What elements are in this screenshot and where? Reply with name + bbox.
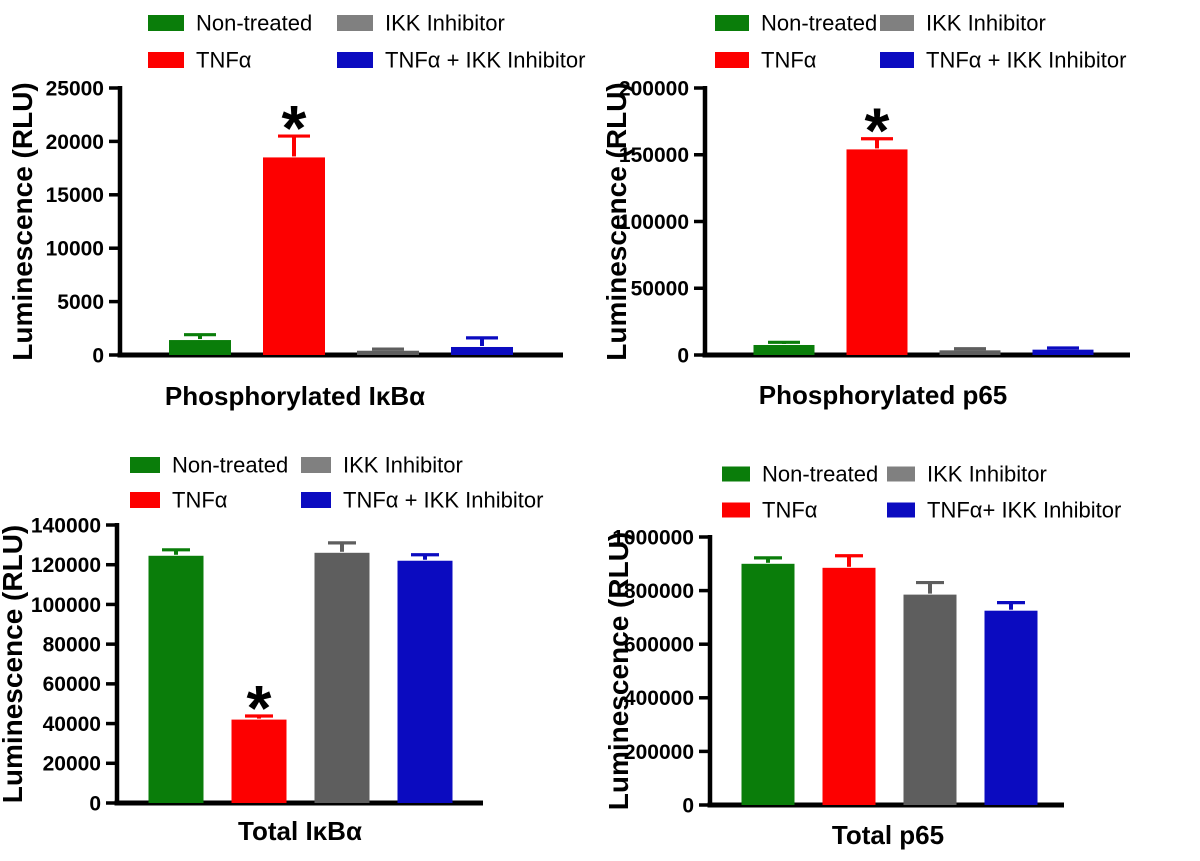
- chart-svg-phosphorylated-ikba: Non-treated TNFα IKK Inhibitor TNFα + IKK I…: [7, 11, 585, 412]
- legend-label-tnfa-ikk-inhibitor: TNFα + IKK Inhibitor: [343, 488, 543, 513]
- legend-swatch-ikk-inhibitor: [887, 466, 915, 482]
- y-axis-label: Luminescence (RLU): [603, 532, 634, 811]
- legend-label-ikk-inhibitor: IKK Inhibitor: [385, 11, 505, 36]
- legend-swatch-tnfa-ikk-inhibitor: [880, 52, 914, 68]
- legend-swatch-non-treated: [722, 466, 750, 482]
- y-tick-label: 20000: [43, 753, 101, 776]
- legend-label-ikk-inhibitor: IKK Inhibitor: [927, 462, 1047, 487]
- y-tick-label: 0: [92, 344, 104, 367]
- legend-label-tnfa: TNFα: [196, 48, 252, 73]
- y-tick-label: 150000: [619, 144, 689, 167]
- legend-label-tnfa-ikk-inhibitor: TNFα+ IKK Inhibitor: [927, 498, 1121, 523]
- bar-tnfa: [822, 567, 876, 805]
- y-axis-label: Luminescence (RLU): [601, 82, 632, 361]
- bar-non-treated: [753, 344, 815, 355]
- legend-label-non-treated: Non-treated: [761, 11, 877, 36]
- chart-total-p65: Non-treated TNFα IKK Inhibitor TNFα+ IKK In…: [600, 430, 1200, 861]
- chart-phosphorylated-ikba: Non-treated TNFα IKK Inhibitor TNFα + IKK I…: [0, 0, 600, 430]
- bar-tnfa-ikk-inhibitor: [451, 346, 513, 355]
- bar-non-treated: [741, 563, 795, 805]
- legend-label-non-treated: Non-treated: [196, 11, 312, 36]
- y-tick-label: 0: [682, 794, 694, 817]
- y-tick-label: 600000: [624, 634, 694, 657]
- y-tick-label: 140000: [31, 514, 101, 537]
- y-tick-label: 20000: [46, 131, 104, 154]
- y-tick-label: 40000: [43, 713, 101, 736]
- legend-swatch-ikk-inhibitor: [337, 15, 373, 31]
- x-axis-title: Total p65: [832, 820, 944, 850]
- y-tick-label: 10000: [46, 238, 104, 261]
- y-tick-label: 5000: [57, 291, 104, 314]
- legend-swatch-non-treated: [130, 457, 160, 473]
- bar-tnfa-ikk-inhibitor: [1032, 349, 1094, 355]
- significance-asterisk-tnfa: *: [865, 95, 890, 167]
- bar-tnfa-ikk-inhibitor: [984, 610, 1038, 805]
- y-tick-label: 400000: [624, 687, 694, 710]
- bar-tnfa: [231, 719, 287, 803]
- significance-asterisk-tnfa: *: [247, 672, 272, 744]
- legend-label-ikk-inhibitor: IKK Inhibitor: [343, 453, 463, 478]
- x-axis-title: Phosphorylated IκBα: [165, 381, 425, 411]
- chart-svg-total-p65: Non-treated TNFα IKK Inhibitor TNFα+ IKK In…: [603, 462, 1121, 851]
- legend-label-tnfa: TNFα: [762, 498, 818, 523]
- y-tick-label: 0: [89, 792, 101, 815]
- legend-swatch-ikk-inhibitor: [301, 457, 331, 473]
- y-axis-label: Luminescence (RLU): [0, 525, 28, 804]
- chart-total-ikba: Non-treated TNFα IKK Inhibitor TNFα + IKK I…: [0, 430, 600, 861]
- bar-ikk-inhibitor: [939, 350, 1001, 355]
- x-axis-title: Total IκBα: [238, 816, 362, 846]
- legend-label-ikk-inhibitor: IKK Inhibitor: [926, 11, 1046, 36]
- bar-non-treated: [169, 340, 231, 355]
- y-tick-label: 0: [677, 344, 689, 367]
- legend-label-tnfa: TNFα: [761, 48, 817, 73]
- legend-label-tnfa-ikk-inhibitor: TNFα + IKK Inhibitor: [385, 48, 585, 73]
- bar-tnfa: [263, 157, 325, 355]
- legend-label-non-treated: Non-treated: [762, 462, 878, 487]
- y-tick-label: 120000: [31, 554, 101, 577]
- x-axis-title: Phosphorylated p65: [759, 380, 1008, 410]
- legend-swatch-tnfa: [130, 492, 160, 508]
- y-tick-label: 80000: [43, 633, 101, 656]
- legend-swatch-tnfa-ikk-inhibitor: [337, 52, 373, 68]
- legend-label-tnfa: TNFα: [172, 488, 228, 513]
- y-tick-label: 25000: [46, 77, 104, 100]
- bar-tnfa-ikk-inhibitor: [397, 560, 453, 803]
- bar-tnfa: [846, 149, 908, 355]
- legend-swatch-non-treated: [715, 15, 749, 31]
- legend-swatch-non-treated: [148, 15, 184, 31]
- legend-swatch-tnfa-ikk-inhibitor: [301, 492, 331, 508]
- y-tick-label: 15000: [46, 184, 104, 207]
- legend-swatch-tnfa: [722, 502, 750, 518]
- bar-ikk-inhibitor: [357, 350, 419, 355]
- legend-swatch-tnfa-ikk-inhibitor: [887, 502, 915, 518]
- y-tick-label: 1000000: [612, 526, 694, 549]
- legend-swatch-tnfa: [148, 52, 184, 68]
- legend-label-tnfa-ikk-inhibitor: TNFα + IKK Inhibitor: [926, 48, 1126, 73]
- y-tick-label: 100000: [31, 594, 101, 617]
- legend-swatch-ikk-inhibitor: [880, 15, 914, 31]
- y-tick-label: 200000: [619, 77, 689, 100]
- bar-ikk-inhibitor: [314, 552, 370, 803]
- bar-non-treated: [148, 555, 204, 803]
- bar-ikk-inhibitor: [903, 594, 957, 805]
- y-tick-label: 60000: [43, 673, 101, 696]
- y-axis-label: Luminescence (RLU): [7, 82, 38, 361]
- y-tick-label: 200000: [624, 741, 694, 764]
- y-tick-label: 800000: [624, 580, 694, 603]
- y-tick-label: 50000: [631, 278, 689, 301]
- significance-asterisk-tnfa: *: [282, 92, 307, 164]
- chart-phosphorylated-p65: Non-treated TNFα IKK Inhibitor TNFα + IKK I…: [600, 0, 1200, 430]
- y-tick-label: 100000: [619, 211, 689, 234]
- legend-label-non-treated: Non-treated: [172, 453, 288, 478]
- legend-swatch-tnfa: [715, 52, 749, 68]
- chart-svg-total-ikba: Non-treated TNFα IKK Inhibitor TNFα + IKK I…: [0, 453, 543, 847]
- chart-svg-phosphorylated-p65: Non-treated TNFα IKK Inhibitor TNFα + IKK I…: [601, 11, 1130, 410]
